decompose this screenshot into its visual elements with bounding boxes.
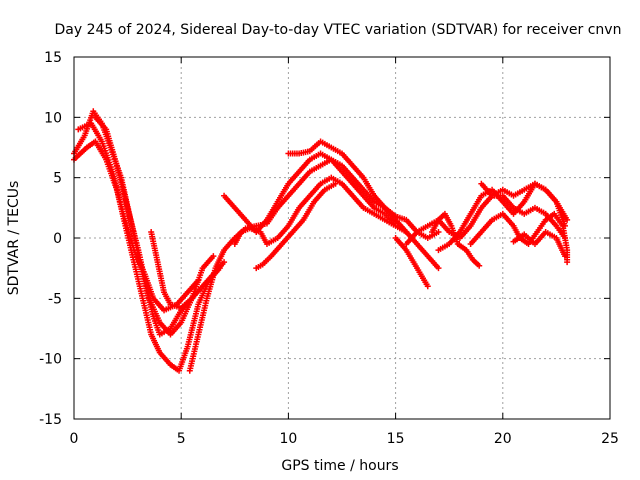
series-sat-4 bbox=[92, 114, 217, 338]
x-tick-label: 25 bbox=[601, 431, 619, 447]
y-tick-label: -10 bbox=[39, 352, 62, 368]
x-tick-label: 15 bbox=[387, 431, 405, 447]
series-sat-10 bbox=[285, 138, 442, 272]
data-point bbox=[476, 262, 483, 269]
data-point bbox=[221, 259, 228, 266]
y-tick-label: 0 bbox=[53, 231, 62, 247]
data-point bbox=[424, 283, 431, 290]
data-point bbox=[561, 253, 568, 260]
series-sat-11 bbox=[392, 235, 431, 290]
y-tick-label: 15 bbox=[44, 50, 62, 66]
plot-frame bbox=[73, 56, 611, 420]
chart-title: Day 245 of 2024, Sidereal Day-to-day VTE… bbox=[55, 22, 622, 38]
series-sat-17 bbox=[510, 228, 568, 260]
y-tick-label: 5 bbox=[53, 171, 62, 187]
data-point bbox=[188, 295, 195, 302]
series-sat-5 bbox=[148, 228, 195, 311]
data-point bbox=[564, 216, 571, 223]
data-point bbox=[210, 253, 217, 260]
x-tick-label: 10 bbox=[279, 431, 297, 447]
series-sat-8 bbox=[253, 180, 339, 272]
x-tick-label: 0 bbox=[70, 431, 79, 447]
x-tick-label: 5 bbox=[177, 431, 186, 447]
series-sat-15 bbox=[467, 210, 571, 266]
data-point bbox=[435, 228, 442, 235]
data-point bbox=[332, 180, 339, 187]
series-sat-2 bbox=[71, 138, 223, 374]
x-axis-ticks: 0 5 10 15 20 25 bbox=[70, 57, 619, 447]
data-point bbox=[564, 259, 571, 266]
y-tick-label: 10 bbox=[44, 110, 62, 126]
y-tick-label: -5 bbox=[48, 291, 62, 307]
y-axis-label: SDTVAR / TECUs bbox=[6, 181, 22, 296]
y-axis-ticks: -15 -10 -5 0 5 10 15 bbox=[39, 50, 610, 428]
x-axis-label: GPS time / hours bbox=[281, 458, 398, 474]
data-markers bbox=[71, 108, 571, 374]
x-tick-label: 20 bbox=[494, 431, 512, 447]
y-tick-label: -15 bbox=[39, 412, 62, 428]
series-sat-16 bbox=[478, 180, 571, 223]
series-sat-9 bbox=[221, 150, 399, 235]
data-point bbox=[435, 265, 442, 272]
